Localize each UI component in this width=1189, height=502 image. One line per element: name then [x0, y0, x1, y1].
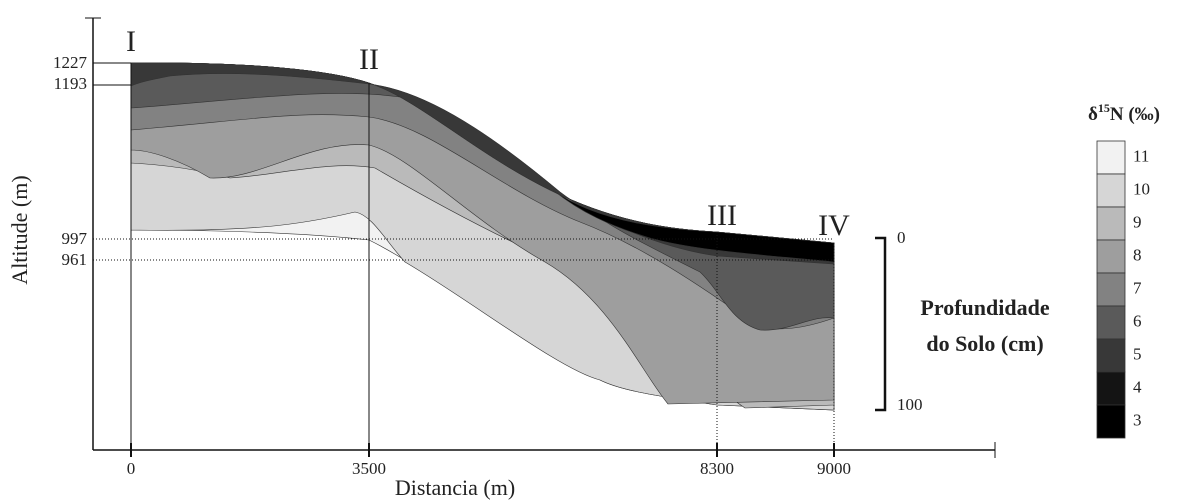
- y-tick-label: 961: [62, 250, 88, 269]
- legend-swatch: [1096, 371, 1126, 406]
- legend-swatch: [1096, 239, 1126, 274]
- x-tick-label: 0: [127, 459, 136, 478]
- section-label: III: [707, 199, 737, 232]
- legend-label: 7: [1133, 278, 1142, 297]
- legend-label: 3: [1133, 410, 1142, 429]
- guides: [85, 17, 996, 458]
- depth-bracket: [875, 236, 887, 412]
- legend-swatch: [1096, 338, 1126, 373]
- legend: 11 10 9 8 7 6 5 4 3: [1096, 140, 1150, 439]
- y-tick-label: 1193: [54, 74, 87, 93]
- legend-label: 5: [1133, 344, 1142, 363]
- x-tick-label: 8300: [700, 459, 734, 478]
- legend-label: 10: [1133, 179, 1150, 198]
- legend-title-sup: 15: [1098, 101, 1110, 115]
- legend-title: δ15N (‰): [1088, 101, 1160, 126]
- legend-label: 6: [1133, 311, 1142, 330]
- depth-label: do Solo (cm): [926, 331, 1043, 356]
- y-axis-label: Altitude (m): [7, 175, 32, 284]
- x-axis-label: Distancia (m): [395, 475, 515, 500]
- legend-label: 9: [1133, 212, 1142, 231]
- legend-label: 11: [1133, 146, 1149, 165]
- depth-bottom: 100: [897, 395, 923, 414]
- legend-title-symbol: δ: [1088, 104, 1098, 125]
- depth-label: Profundidade: [920, 295, 1049, 320]
- legend-swatch: [1096, 140, 1126, 175]
- section-label: IV: [818, 209, 850, 242]
- y-tick-label: 997: [62, 229, 88, 248]
- depth-top: 0: [897, 228, 906, 247]
- section-label: I: [126, 25, 136, 58]
- legend-label: 8: [1133, 245, 1142, 264]
- section-label: II: [359, 43, 379, 76]
- legend-swatch: [1096, 173, 1126, 208]
- legend-swatch: [1096, 305, 1126, 340]
- soil-profile: [130, 62, 835, 411]
- legend-swatch: [1096, 272, 1126, 307]
- legend-swatch: [1096, 206, 1126, 241]
- legend-swatch: [1096, 404, 1126, 439]
- layer-3-4: [552, 189, 835, 263]
- legend-label: 4: [1133, 377, 1142, 396]
- y-tick-label: 1227: [53, 53, 88, 72]
- legend-title-rest: N (‰): [1110, 104, 1160, 125]
- x-tick-label: 3500: [352, 459, 386, 478]
- x-tick-label: 9000: [817, 459, 851, 478]
